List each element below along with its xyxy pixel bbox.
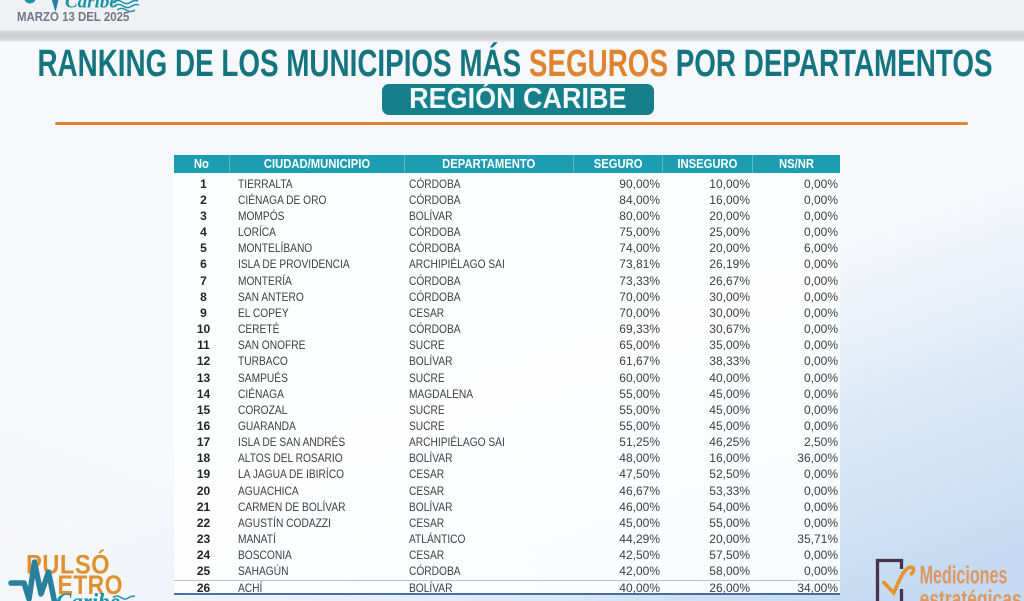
svg-text:Caribe: Caribe <box>65 0 118 13</box>
svg-text:PULSÓ: PULSÓ <box>26 548 110 580</box>
svg-text:Caribe: Caribe <box>56 589 120 601</box>
svg-text:Mediciones: Mediciones <box>920 562 1008 589</box>
svg-text:estratégicas: estratégicas <box>920 584 1022 601</box>
svg-text:ETRO: ETRO <box>58 570 123 600</box>
